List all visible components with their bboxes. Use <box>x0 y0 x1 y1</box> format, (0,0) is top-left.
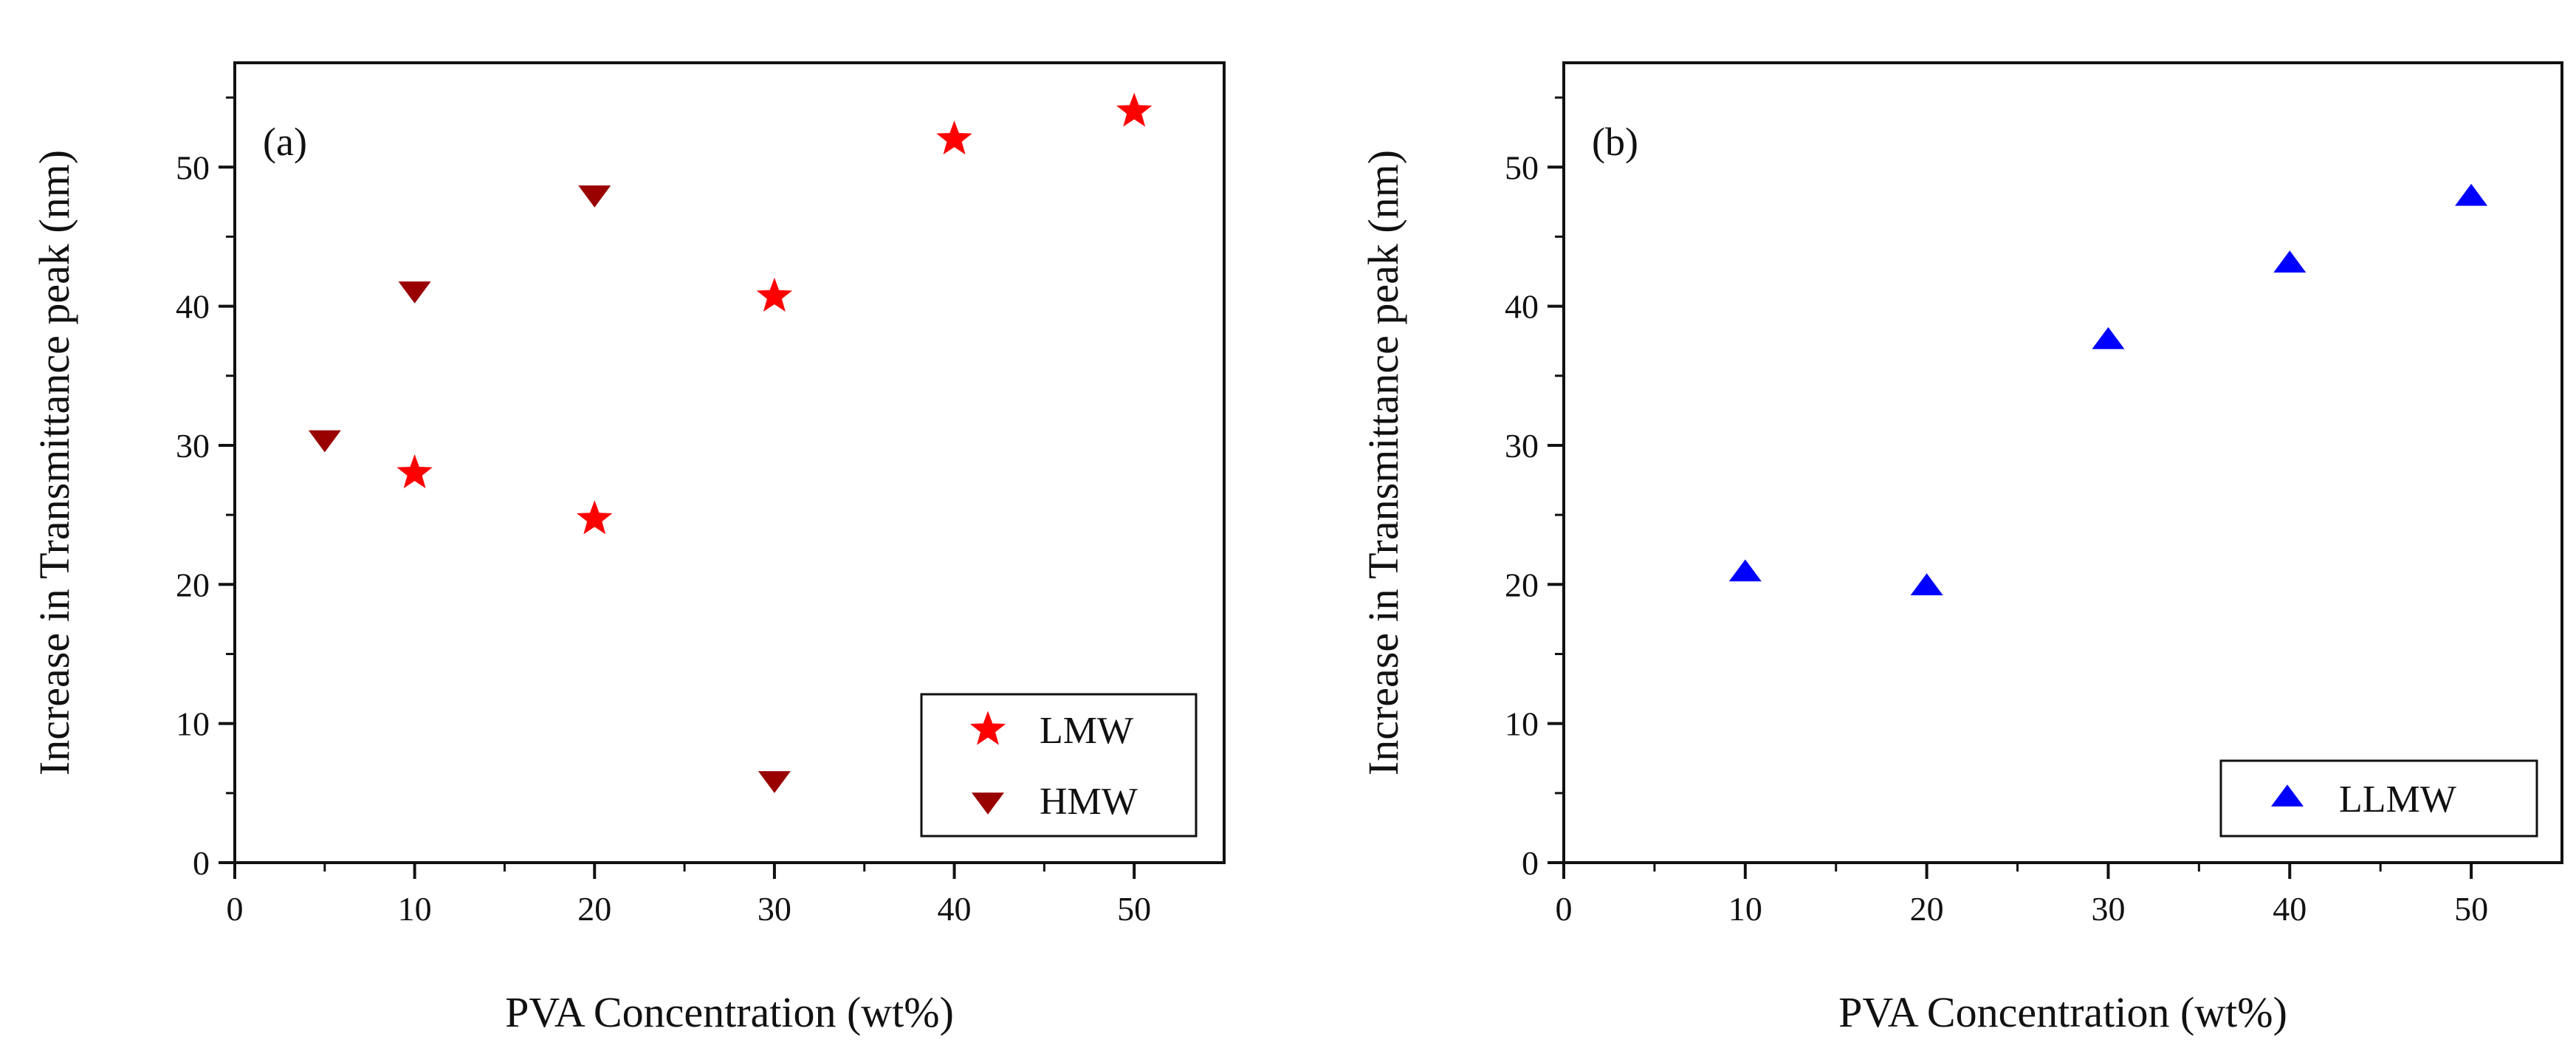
data-point-llmw <box>1910 573 1943 595</box>
data-point-hmw <box>308 430 341 453</box>
x-tick-label: 10 <box>1728 890 1762 928</box>
x-tick-label: 20 <box>1910 890 1944 928</box>
y-tick-label: 20 <box>1505 566 1539 603</box>
y-tick-label: 0 <box>193 844 210 882</box>
legend-label-hmw: HMW <box>1040 781 1138 823</box>
data-point-lmw <box>577 500 613 535</box>
data-point-hmw <box>578 185 611 208</box>
data-point-lmw <box>936 120 972 155</box>
panel-label: (a) <box>263 120 307 164</box>
x-axis-title: PVA Concentration (wt%) <box>1838 988 2287 1036</box>
x-tick-label: 20 <box>577 890 611 928</box>
y-tick-label: 50 <box>1505 148 1539 186</box>
x-tick-label: 0 <box>227 890 244 928</box>
data-point-lmw <box>756 277 793 312</box>
y-tick-label: 40 <box>176 288 210 326</box>
y-tick-label: 10 <box>176 705 210 743</box>
legend-marker-hmw <box>972 792 1004 815</box>
plot-frame <box>233 61 1226 864</box>
x-tick-label: 50 <box>1117 890 1151 928</box>
plot-frame <box>1562 61 2563 864</box>
y-tick-label: 10 <box>1505 705 1539 743</box>
y-tick-label: 30 <box>176 427 210 465</box>
y-axis-title: Increase in Transmittance peak (nm) <box>1359 150 1407 776</box>
data-point-lmw <box>1116 92 1153 127</box>
panel-label: (b) <box>1592 120 1638 164</box>
y-tick-label: 40 <box>1505 288 1539 326</box>
x-tick-label: 30 <box>758 890 791 928</box>
data-point-hmw <box>398 281 431 304</box>
legend-box <box>920 693 1198 838</box>
legend-label-lmw: LMW <box>1040 710 1133 752</box>
y-tick-label: 0 <box>1522 844 1539 882</box>
x-tick-label: 10 <box>398 890 432 928</box>
data-point-llmw <box>1728 559 1762 582</box>
y-tick-label: 20 <box>176 566 210 603</box>
data-point-llmw <box>2092 326 2125 349</box>
legend: LMW HMW <box>920 693 1198 838</box>
data-point-llmw <box>2273 250 2307 273</box>
legend: LLMW <box>2219 759 2538 838</box>
x-tick-label: 0 <box>1556 890 1573 928</box>
y-axis-title: Increase in Transmittance peak (nm) <box>30 150 78 776</box>
x-tick-label: 30 <box>2091 890 2125 928</box>
y-tick-label: 50 <box>176 148 210 186</box>
x-tick-label: 50 <box>2454 890 2488 928</box>
panel-b: 0 10 20 30 40 50 0 10 20 30 40 50 PVA Concentration … <box>1359 61 2563 1036</box>
data-point-llmw <box>2455 183 2488 206</box>
data-point-lmw <box>396 454 433 489</box>
legend-label-llmw: LLMW <box>2339 778 2456 821</box>
data-point-hmw <box>758 771 791 793</box>
x-tick-label: 40 <box>938 890 972 928</box>
legend-marker-lmw <box>969 711 1006 745</box>
legend-box <box>2219 759 2538 838</box>
panel-a: 0 10 20 30 40 50 0 10 20 30 40 50 PVA Concentration … <box>30 61 1226 1036</box>
legend-marker-llmw <box>2271 784 2304 807</box>
x-tick-label: 40 <box>2273 890 2307 928</box>
y-tick-label: 30 <box>1505 427 1539 465</box>
x-axis-title: PVA Concentration (wt%) <box>505 988 954 1036</box>
